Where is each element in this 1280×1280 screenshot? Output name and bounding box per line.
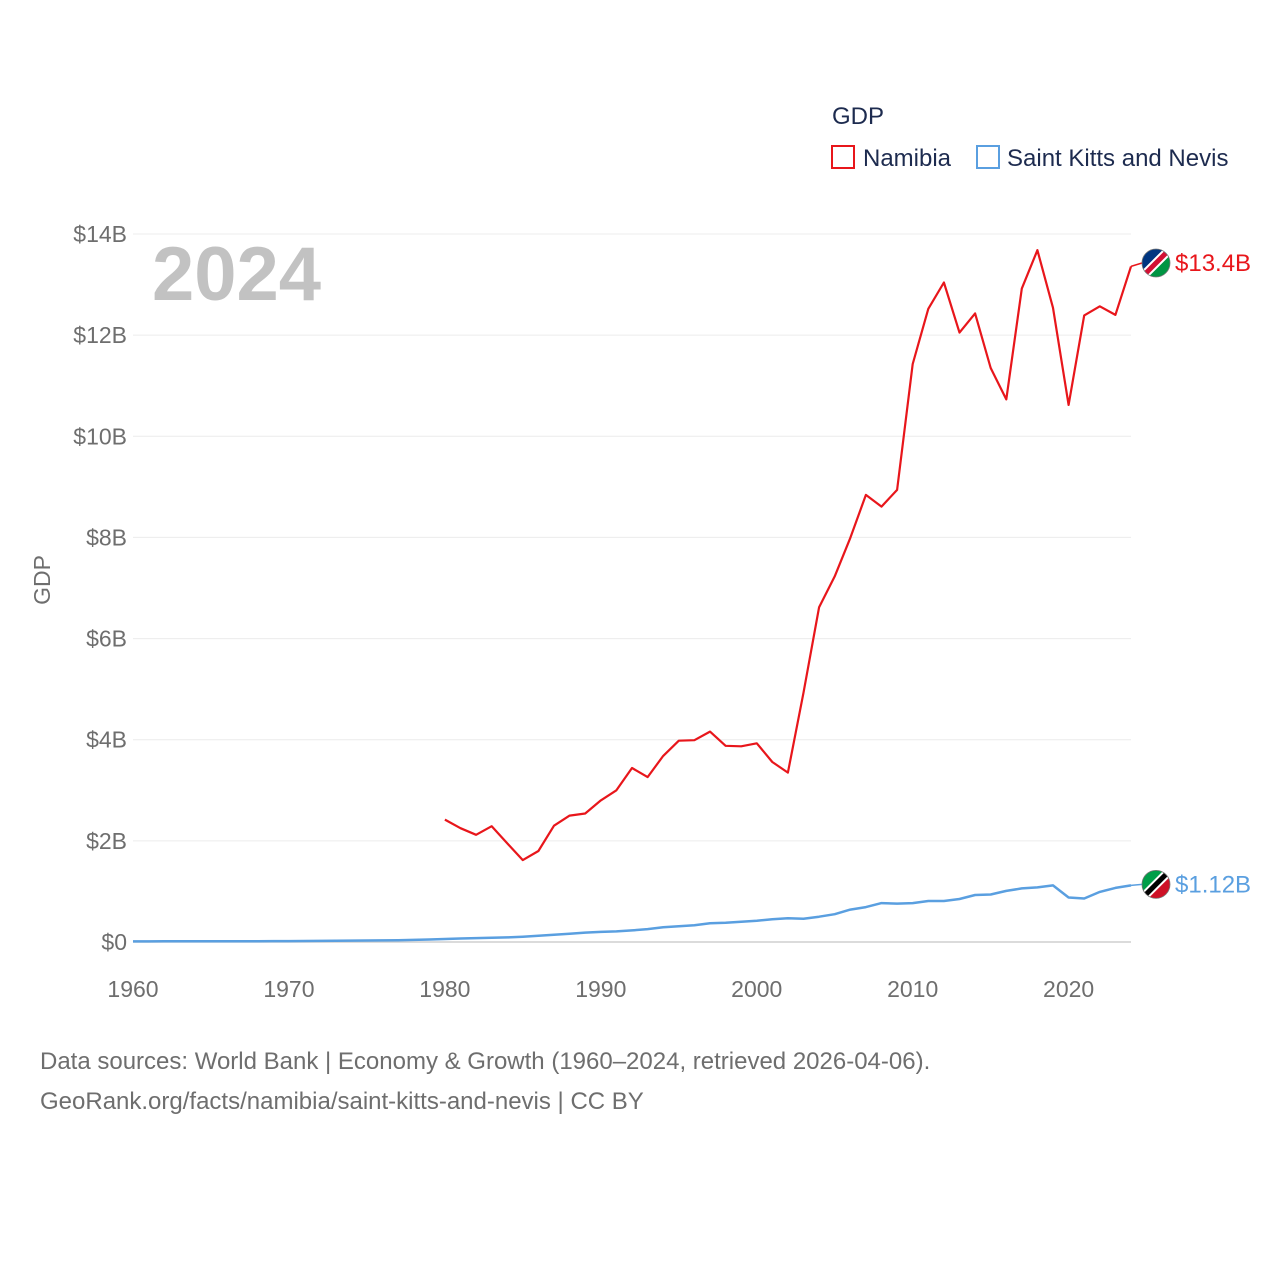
source-line: Data sources: World Bank | Economy & Gro…: [40, 1048, 931, 1075]
flag-icon-saint-kitts-and-nevis: [1141, 869, 1171, 899]
series-end-labels: $13.4B $1.12B: [1130, 248, 1251, 899]
gridlines: [133, 233, 1131, 943]
y-tick-label: $2B: [86, 828, 127, 854]
end-connector-saint-kitts-and-nevis: [1130, 883, 1143, 887]
x-tick-label: 2010: [887, 976, 938, 1002]
x-tick-label: 1980: [419, 976, 470, 1002]
y-tick-label: $14B: [73, 221, 127, 247]
legend-swatch-saint-kitts-and-nevis: [976, 145, 1000, 169]
source-link[interactable]: GeoRank.org/facts/namibia/saint-kitts-an…: [40, 1088, 644, 1115]
y-tick-label: $12B: [73, 322, 127, 348]
end-value-label-namibia: $13.4B: [1175, 250, 1251, 277]
y-tick-label: $10B: [73, 423, 127, 449]
legend-swatch-namibia: [831, 145, 855, 169]
end-value-label-saint-kitts-and-nevis: $1.12B: [1175, 871, 1251, 898]
x-tick-label: 2000: [731, 976, 782, 1002]
y-axis-ticks: $0 $2B $4B $6B $8B $10B $12B $14B: [73, 221, 127, 955]
series-line-namibia[interactable]: [444, 249, 1133, 862]
x-tick-label: 1960: [107, 976, 158, 1002]
x-tick-label: 1990: [575, 976, 626, 1002]
legend-title: GDP: [832, 103, 884, 130]
legend-label-saint-kitts-and-nevis: Saint Kitts and Nevis: [1007, 145, 1228, 172]
legend-item-saint-kitts-and-nevis[interactable]: Saint Kitts and Nevis: [976, 145, 1228, 172]
flag-icon-namibia: [1141, 248, 1171, 278]
x-tick-label: 1970: [263, 976, 314, 1002]
end-connector-namibia: [1130, 262, 1143, 268]
y-tick-label: $0: [101, 929, 127, 955]
y-tick-label: $6B: [86, 626, 127, 652]
data-source-footer: Data sources: World Bank | Economy & Gro…: [40, 1042, 930, 1122]
y-tick-label: $4B: [86, 727, 127, 753]
y-axis-label: GDP: [29, 555, 55, 605]
year-label: 2024: [152, 232, 321, 317]
legend-item-namibia[interactable]: Namibia: [831, 145, 952, 172]
x-tick-label: 2020: [1043, 976, 1094, 1002]
series-line-saint-kitts-and-nevis[interactable]: [133, 884, 1132, 943]
series-lines: [132, 249, 1133, 943]
x-axis-ticks: 1960 1970 1980 1990 2000 2010 2020: [107, 976, 1094, 1002]
y-tick-label: $8B: [86, 524, 127, 550]
legend[interactable]: GDP Namibia Saint Kitts and Nevis: [831, 103, 1228, 172]
legend-label-namibia: Namibia: [863, 145, 952, 172]
